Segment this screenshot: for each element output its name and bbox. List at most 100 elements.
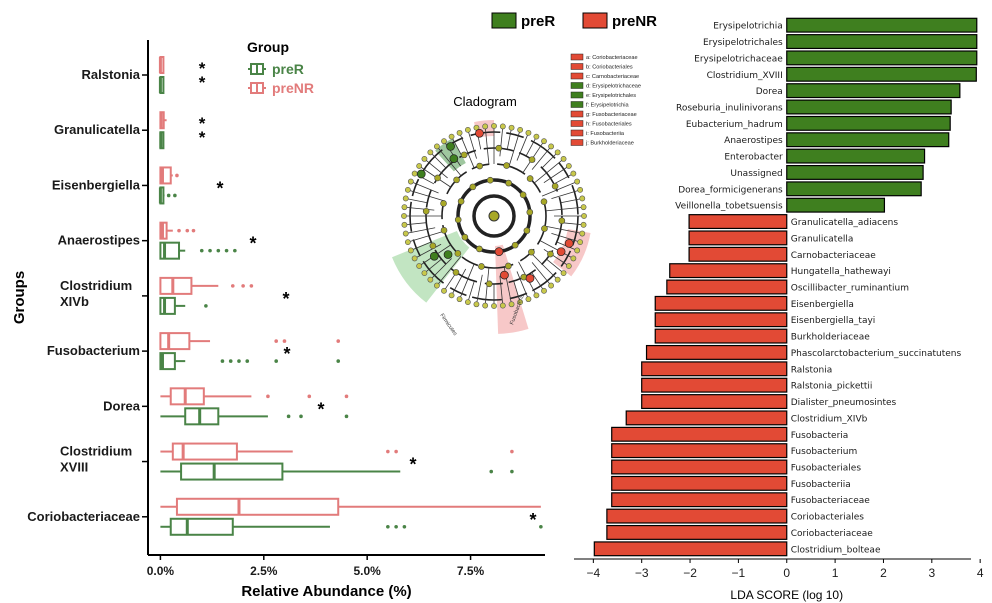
lda-bar-label: Dorea: [756, 87, 783, 97]
cladogram-title: Cladogram: [453, 94, 517, 109]
lda-bar-label: Coriobacteriaceae: [791, 529, 873, 539]
lda-bar: [786, 66, 977, 82]
legend-label: preNR: [612, 13, 657, 30]
clade-node: [517, 126, 524, 133]
x-tick-label: 3: [928, 566, 935, 580]
clade-branch: [560, 198, 581, 204]
clade-node: [401, 213, 407, 219]
clade-node: [503, 162, 510, 169]
box-preR: [160, 517, 543, 536]
clade-branch: [539, 240, 572, 258]
clade-biomarker-node: [443, 250, 453, 259]
clade-branch: [543, 166, 568, 183]
clado-legend-swatch: [570, 53, 584, 61]
clade-branch: [544, 225, 581, 234]
box-preR: [158, 76, 165, 94]
clado-legend-swatch: [570, 72, 584, 80]
outlier-point: [394, 449, 398, 454]
clade-node: [456, 129, 463, 136]
legend-label: preR: [272, 61, 304, 77]
outlier-point: [336, 359, 341, 363]
outlier-point: [245, 359, 250, 363]
clade-branch: [541, 181, 576, 197]
clade-node: [565, 163, 572, 169]
lda-bar-label: Dorea_formicigenerans: [678, 185, 783, 195]
group-label: Ralstonia: [81, 67, 140, 82]
clade-node: [460, 151, 468, 159]
clade-node: [519, 191, 527, 199]
outlier-point: [233, 248, 237, 253]
significance-mark: *: [199, 114, 206, 133]
clade-branch: [452, 268, 467, 294]
group-label: Dorea: [103, 398, 141, 413]
clade-node: [454, 216, 462, 224]
clade-root: [488, 210, 500, 222]
x-axis-title: LDA SCORE (log 10): [730, 588, 843, 602]
lda-bar: [611, 459, 788, 475]
outlier-point: [344, 394, 349, 399]
clade-biomarker-node: [556, 247, 566, 257]
lda-bar-label: Clostridium_bolteae: [791, 545, 881, 555]
lda-bar: [786, 115, 951, 131]
lda-bar-label: Coriobacteriales: [791, 513, 864, 523]
clade-node: [440, 200, 447, 207]
clade-node: [579, 230, 586, 237]
clade-node: [570, 255, 577, 262]
lda-bar-label: Enterobacter: [724, 153, 783, 163]
lda-bar: [786, 50, 978, 66]
clade-node: [421, 156, 428, 162]
lda-bar-label: Ralstonia_pickettii: [791, 382, 873, 392]
clade-node: [525, 296, 532, 303]
clade-biomarker-node: [446, 142, 455, 151]
significance-mark: *: [199, 73, 206, 92]
clade-node: [411, 170, 418, 177]
clade-branch: [531, 272, 544, 290]
significance-mark: *: [317, 399, 324, 419]
clade-node: [441, 138, 447, 145]
group-eisenbergiella: Eisenbergiella *: [52, 166, 224, 205]
x-tick-label: 4: [977, 566, 984, 580]
clade-node: [523, 227, 531, 234]
box-iqr: [159, 166, 172, 185]
clade-branch: [533, 159, 563, 184]
clade-node: [580, 221, 587, 228]
lda-bar: [654, 312, 788, 328]
clade-biomarker-node: [500, 270, 509, 280]
clade-node: [416, 163, 423, 169]
clade-node: [505, 262, 512, 270]
lda-bar: [654, 328, 788, 344]
lda-bar-label: Eisenbergiella_tayi: [791, 316, 876, 326]
outlier-point: [394, 524, 398, 529]
clade-node: [434, 282, 440, 289]
lda-bar: [611, 492, 788, 508]
clade-node: [452, 269, 460, 276]
x-tick-label: 5.0%: [353, 564, 381, 578]
lda-bar-label: Fusobacteriia: [791, 480, 851, 490]
clade-node: [540, 198, 548, 205]
lda-bar-label: Hungatella_hathewayi: [791, 267, 891, 277]
clade-branch: [412, 241, 432, 251]
lda-bar: [786, 17, 978, 33]
outlier-point: [344, 414, 349, 419]
group-fusobacterium: Fusobacterium *: [47, 332, 341, 371]
significance-mark: *: [529, 510, 536, 530]
clade-biomarker-node: [494, 247, 504, 256]
clade-branch: [506, 129, 512, 150]
clade-branch: [553, 174, 572, 185]
box-iqr: [169, 387, 205, 406]
x-tick-label: −1: [732, 566, 746, 580]
outlier-point: [175, 173, 179, 178]
clade-branch: [543, 249, 568, 266]
outlier-point: [216, 248, 221, 253]
box-preNR: [160, 442, 514, 461]
clade-node: [457, 198, 465, 205]
lda-bar-label: Fusobacterium: [791, 447, 858, 457]
outlier-point: [386, 449, 390, 454]
clade-branch: [406, 206, 435, 211]
clade-biomarker-node: [525, 274, 535, 283]
lda-panel: Erysipelotrichia Erysipelotrichales Erysip…: [491, 12, 984, 602]
clade-branch: [499, 275, 504, 304]
x-tick-label: 2: [880, 566, 887, 580]
clade-node: [579, 195, 586, 202]
